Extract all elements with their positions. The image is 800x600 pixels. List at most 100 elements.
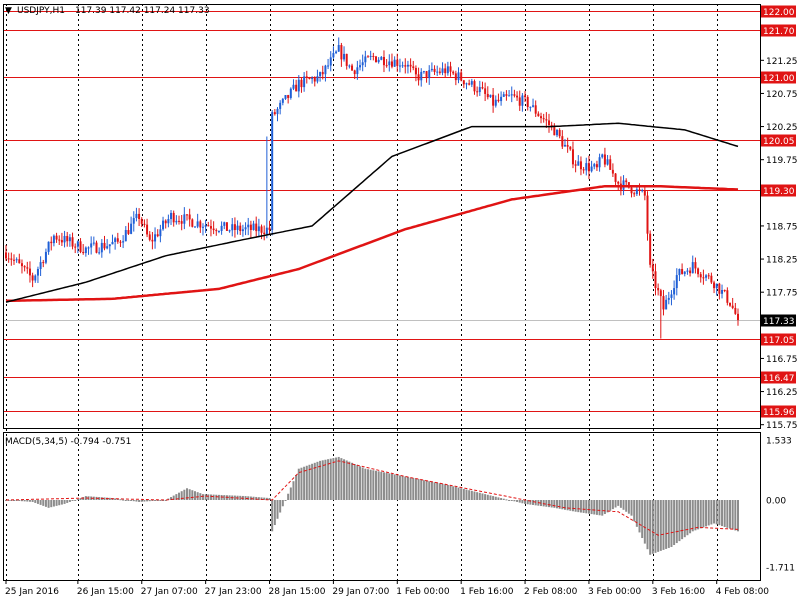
macd-bar bbox=[284, 500, 287, 501]
candle-body bbox=[446, 66, 449, 74]
macd-bar bbox=[255, 496, 258, 500]
candle-body bbox=[207, 225, 210, 227]
macd-bar bbox=[566, 500, 569, 511]
candle-body bbox=[311, 78, 314, 80]
macd-bar bbox=[223, 495, 226, 500]
macd-bar bbox=[481, 493, 484, 500]
macd-bar bbox=[601, 500, 604, 516]
price-panel-frame bbox=[3, 4, 761, 429]
y-tick-label: 118.25 bbox=[766, 256, 798, 266]
macd-bar bbox=[603, 500, 606, 515]
macd-bar bbox=[215, 494, 218, 500]
macd-bar bbox=[585, 500, 588, 514]
candle-body bbox=[31, 275, 34, 281]
macd-bar bbox=[414, 478, 417, 500]
macd-bar bbox=[369, 469, 372, 500]
candle-body bbox=[574, 164, 577, 166]
candle-body bbox=[444, 68, 447, 74]
macd-bar bbox=[119, 499, 122, 501]
macd-bar bbox=[244, 496, 247, 500]
macd-bar bbox=[12, 500, 15, 501]
candle-body bbox=[595, 164, 598, 168]
candle-body bbox=[454, 73, 457, 81]
candle-body bbox=[34, 275, 37, 281]
candle-body bbox=[729, 302, 732, 306]
macd-bar bbox=[191, 490, 194, 500]
macd-bar bbox=[260, 497, 263, 500]
candle-body bbox=[715, 283, 718, 289]
macd-bar bbox=[579, 500, 582, 513]
macd-bar bbox=[68, 500, 71, 502]
x-tick-label: 25 Jan 2016 bbox=[5, 587, 59, 597]
macd-bar bbox=[63, 500, 66, 504]
macd-bar bbox=[460, 488, 463, 500]
candle-body bbox=[20, 263, 23, 267]
macd-bar bbox=[622, 500, 625, 510]
macd-bar bbox=[651, 500, 654, 554]
macd-bar bbox=[281, 500, 284, 507]
candle-body bbox=[343, 53, 346, 60]
macd-bar bbox=[239, 495, 242, 500]
macd-bar bbox=[723, 500, 726, 527]
candle-body bbox=[500, 96, 503, 102]
candle-body bbox=[462, 80, 465, 85]
x-tick-label: 4 Feb 08:00 bbox=[716, 587, 770, 597]
candle-body bbox=[295, 84, 298, 92]
candle-body bbox=[710, 275, 713, 283]
macd-tick-label: 1.533 bbox=[766, 437, 792, 447]
macd-bar bbox=[497, 497, 500, 500]
candle-body bbox=[249, 224, 252, 230]
candle-body bbox=[563, 144, 566, 147]
candle-body bbox=[417, 74, 420, 81]
candle-body bbox=[393, 59, 396, 67]
candle-body bbox=[127, 230, 130, 234]
candle-body bbox=[406, 64, 409, 67]
dropdown-arrow-icon[interactable]: ▼ bbox=[5, 6, 12, 16]
macd-bar bbox=[452, 486, 455, 500]
candle-body bbox=[66, 235, 69, 242]
candle-body bbox=[340, 45, 343, 60]
candle-body bbox=[305, 76, 308, 78]
macd-bar bbox=[31, 500, 34, 502]
macd-bar bbox=[180, 491, 183, 500]
candle-body bbox=[297, 79, 300, 92]
candle-body bbox=[683, 271, 686, 274]
macd-bar bbox=[489, 495, 492, 500]
candle-body bbox=[12, 259, 15, 261]
macd-bar bbox=[710, 500, 713, 525]
level-label: 122.00 bbox=[763, 8, 795, 18]
candle-body bbox=[335, 51, 338, 54]
macd-bar bbox=[103, 497, 106, 500]
candle-body bbox=[212, 228, 215, 231]
macd-bar bbox=[582, 500, 585, 513]
macd-bar bbox=[417, 479, 420, 500]
candle-body bbox=[486, 93, 489, 98]
candle-body bbox=[385, 65, 388, 67]
macd-bar bbox=[42, 500, 45, 506]
candle-body bbox=[694, 262, 697, 269]
macd-bar bbox=[694, 500, 697, 531]
macd-bar bbox=[686, 500, 689, 536]
candle-body bbox=[138, 213, 141, 220]
candle-body bbox=[151, 239, 154, 242]
ohlc-label: 117.39 117.42 117.24 117.33 bbox=[75, 6, 210, 16]
macd-bar bbox=[609, 500, 612, 511]
candle-body bbox=[327, 65, 330, 67]
macd-signal-line bbox=[5, 460, 739, 536]
candle-body bbox=[593, 164, 596, 167]
macd-bar bbox=[7, 500, 10, 501]
candle-body bbox=[510, 94, 513, 96]
macd-bar bbox=[319, 460, 322, 500]
candle-body bbox=[95, 242, 98, 253]
candle-body bbox=[225, 222, 228, 231]
macd-bar bbox=[593, 500, 596, 515]
candle-body bbox=[713, 282, 716, 289]
x-tick-label: 2 Feb 08:00 bbox=[524, 587, 578, 597]
macd-bar bbox=[678, 500, 681, 542]
candle-body bbox=[281, 98, 284, 103]
macd-bar bbox=[635, 500, 638, 527]
candle-body bbox=[646, 195, 649, 234]
candle-body bbox=[412, 66, 415, 68]
candle-body bbox=[545, 119, 548, 121]
